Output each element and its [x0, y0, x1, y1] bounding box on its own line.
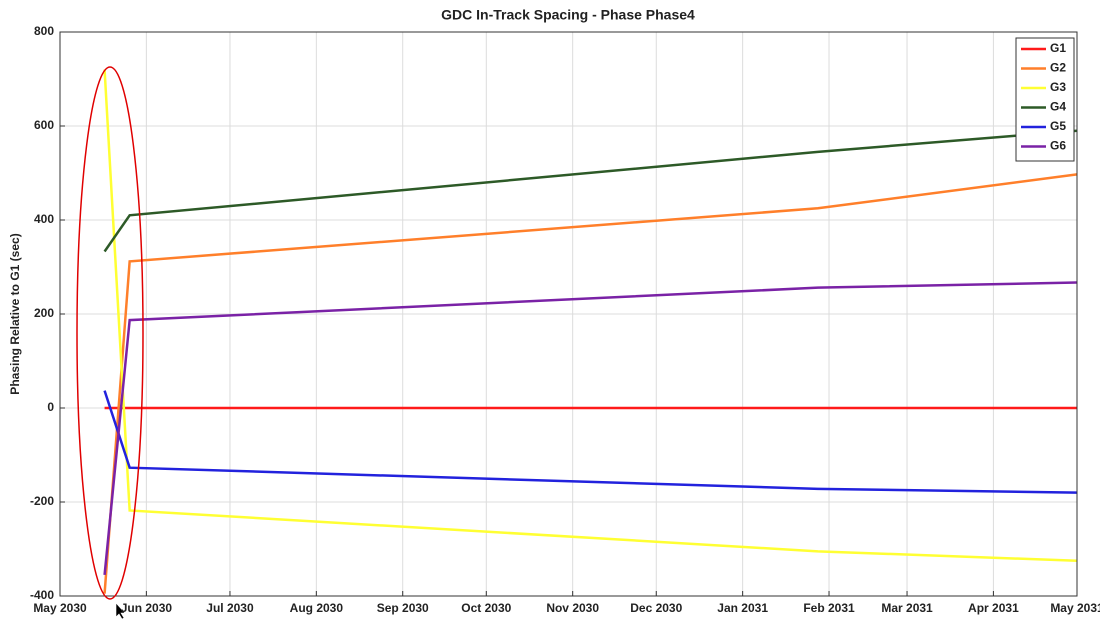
legend-label: G1	[1050, 41, 1066, 55]
legend-label: G3	[1050, 80, 1066, 94]
x-tick-label: Jun 2030	[121, 601, 173, 615]
line-series	[103, 390, 1078, 494]
y-tick-label: 0	[47, 400, 54, 414]
y-tick-label: -400	[30, 588, 54, 602]
y-axis-label: Phasing Relative to G1 (sec)	[8, 233, 22, 394]
x-tick-label: Nov 2030	[546, 601, 599, 615]
y-tick-label: 400	[34, 212, 54, 226]
legend-box	[1015, 37, 1075, 162]
legend-label: G4	[1050, 100, 1066, 114]
line-series	[103, 69, 1078, 562]
legend-label: G5	[1050, 119, 1066, 133]
x-tick-label: Jul 2030	[206, 601, 254, 615]
x-tick-label: Feb 2031	[803, 601, 855, 615]
x-tick-label: May 2031	[1050, 601, 1100, 615]
line-series	[103, 281, 1078, 575]
y-tick-label: 600	[34, 118, 54, 132]
x-tick-label: Jan 2031	[717, 601, 768, 615]
plot	[103, 69, 1078, 594]
y-tick-label: 200	[34, 306, 54, 320]
x-tick-label: Sep 2030	[377, 601, 429, 615]
highlight-ellipse	[76, 66, 144, 600]
chart-title: GDC In-Track Spacing - Phase Phase4	[441, 7, 695, 23]
line-series	[103, 129, 1078, 253]
legend-label: G2	[1050, 61, 1066, 75]
x-tick-label: Oct 2030	[461, 601, 511, 615]
x-tick-label: May 2030	[33, 601, 87, 615]
cursor	[115, 602, 126, 620]
grid	[59, 31, 1078, 597]
x-tick-label: Dec 2030	[630, 601, 682, 615]
x-tick-label: Aug 2030	[290, 601, 344, 615]
y-tick-label: 800	[34, 24, 54, 38]
y-tick-label: -200	[30, 494, 54, 508]
legend-label: G6	[1050, 139, 1066, 153]
x-tick-label: Mar 2031	[881, 601, 933, 615]
x-tick-label: Apr 2031	[968, 601, 1019, 615]
